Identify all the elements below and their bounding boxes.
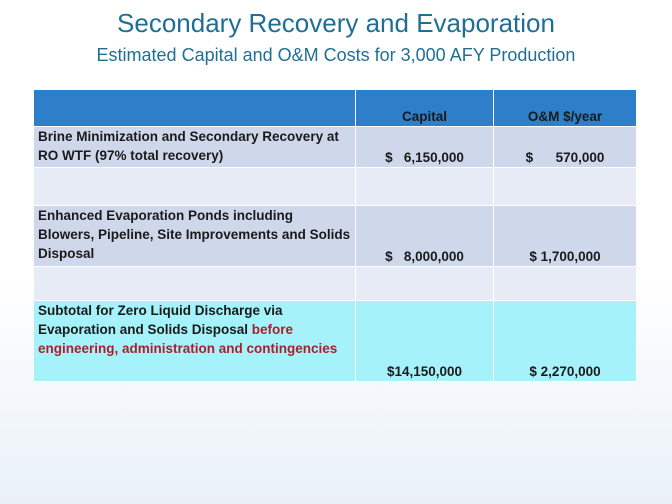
table-row-spacer bbox=[32, 167, 638, 206]
header-capital: Capital bbox=[355, 89, 494, 127]
table-header-row: Capital O&M $/year bbox=[32, 89, 638, 127]
subtotal-emphasis: before engineering, administration and c… bbox=[38, 322, 338, 356]
row-capital: $ 6,150,000 bbox=[355, 126, 494, 168]
header-description bbox=[32, 89, 357, 127]
slide-title: Secondary Recovery and Evaporation bbox=[117, 8, 555, 38]
row-description bbox=[32, 266, 357, 301]
row-capital bbox=[355, 167, 494, 206]
table-row-brine: Brine Minimization and Secondary Recover… bbox=[32, 126, 638, 168]
table-row-subtotal: Subtotal for Zero Liquid Discharge via E… bbox=[32, 300, 638, 382]
row-capital bbox=[355, 266, 494, 301]
table-row-evaporation: Enhanced Evaporation Ponds including Blo… bbox=[32, 205, 638, 267]
slide-subtitle: Estimated Capital and O&M Costs for 3,00… bbox=[96, 45, 576, 65]
row-description: Brine Minimization and Secondary Recover… bbox=[32, 126, 357, 168]
row-om bbox=[492, 167, 638, 206]
row-om: $ 1,700,000 bbox=[492, 205, 638, 267]
row-capital: $ 8,000,000 bbox=[355, 205, 494, 267]
subtotal-label: Subtotal for Zero Liquid Discharge via E… bbox=[38, 303, 283, 337]
header-om: O&M $/year bbox=[492, 89, 638, 127]
row-description: Enhanced Evaporation Ponds including Blo… bbox=[32, 205, 357, 267]
row-om bbox=[492, 266, 638, 301]
row-description: Subtotal for Zero Liquid Discharge via E… bbox=[32, 300, 357, 382]
cost-table: Capital O&M $/year Brine Minimization an… bbox=[32, 89, 638, 382]
row-om: $ 570,000 bbox=[492, 126, 638, 168]
row-om: $ 2,270,000 bbox=[492, 300, 638, 382]
table-row-spacer bbox=[32, 266, 638, 301]
row-description bbox=[32, 167, 357, 206]
row-capital: $14,150,000 bbox=[355, 300, 494, 382]
